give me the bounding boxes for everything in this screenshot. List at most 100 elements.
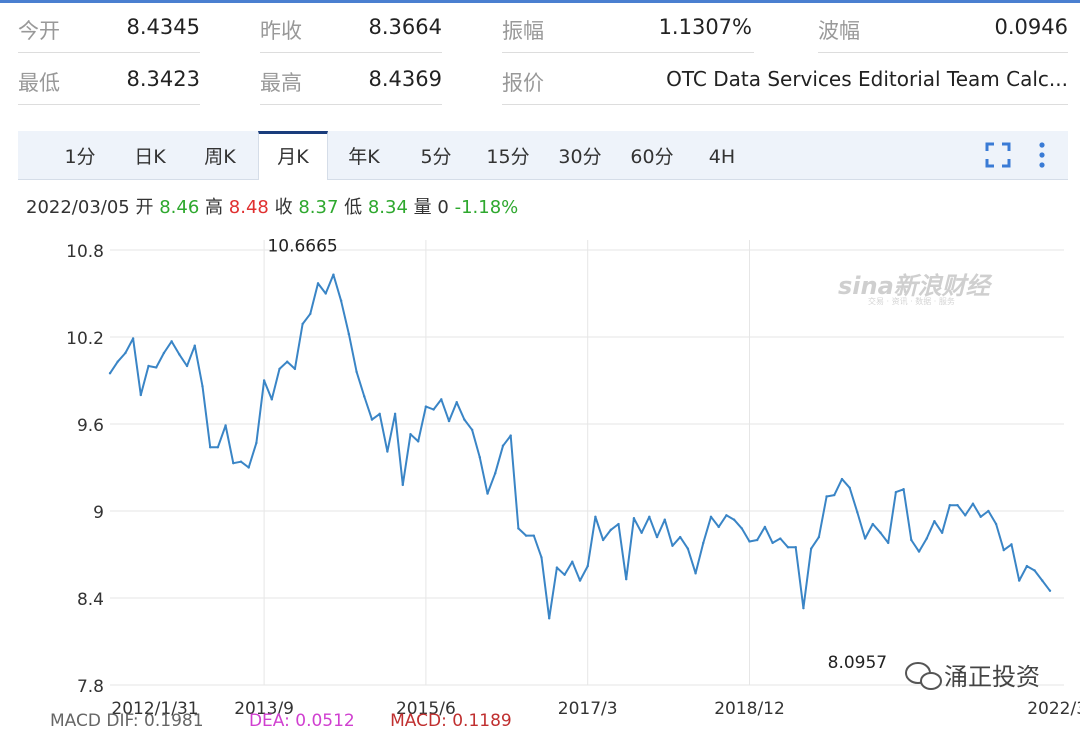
data-point — [447, 419, 451, 423]
range-value: 0.0946 — [994, 15, 1068, 39]
data-point — [116, 360, 119, 363]
macd-value: MACD: 0.1189 — [390, 711, 512, 731]
quote-source-label: 报价 — [502, 71, 544, 95]
data-point — [416, 440, 420, 443]
data-point — [509, 434, 512, 437]
y-tick-label: 10.8 — [66, 242, 104, 262]
range-label: 波幅 — [818, 19, 860, 43]
ohlc-change: -1.18% — [454, 197, 519, 218]
watermark-sub: 交易 · 资讯 · 数据 · 服务 — [868, 296, 955, 306]
y-tick-label: 9 — [93, 503, 104, 523]
data-point — [578, 579, 582, 582]
tab-5min[interactable]: 5分 — [420, 146, 452, 168]
data-point — [594, 515, 597, 518]
tab-60min[interactable]: 60分 — [630, 146, 674, 168]
data-point — [339, 299, 343, 302]
divider — [18, 104, 200, 105]
sina-watermark: sina新浪财经 交易 · 资讯 · 数据 · 服务 — [838, 272, 993, 306]
data-point — [1002, 548, 1005, 552]
ohlc-summary: 2022/03/05 开 8.46 高 8.48 收 8.37 低 8.34 量… — [26, 193, 518, 219]
data-point — [925, 537, 928, 540]
tab-daily[interactable]: 日K — [134, 146, 166, 168]
data-point — [1025, 564, 1029, 568]
data-point — [309, 312, 312, 315]
data-point — [663, 518, 666, 521]
data-point — [286, 360, 289, 363]
data-point — [216, 446, 220, 449]
data-point — [994, 522, 998, 526]
tab-15min[interactable]: 15分 — [486, 146, 530, 168]
tab-30min[interactable]: 30分 — [558, 146, 602, 168]
y-tick-label: 7.8 — [77, 677, 104, 697]
data-point — [717, 525, 720, 529]
data-point — [586, 564, 589, 568]
data-point — [124, 351, 127, 355]
volume-label: 量 — [413, 197, 432, 218]
data-point — [232, 461, 235, 465]
y-tick-label: 9.6 — [77, 416, 104, 436]
data-point — [979, 515, 982, 518]
data-point — [201, 385, 204, 388]
prev-close-value: 8.3664 — [368, 15, 442, 39]
data-point — [155, 366, 158, 369]
tab-monthly[interactable]: 月K — [258, 131, 328, 180]
data-point — [694, 572, 697, 575]
data-point — [609, 528, 613, 532]
y-tick-label: 8.4 — [77, 590, 104, 610]
data-point — [393, 412, 397, 416]
data-point — [1041, 579, 1044, 582]
data-point — [162, 351, 166, 355]
data-point — [470, 428, 474, 431]
close-label: 收 — [274, 197, 293, 218]
data-point — [748, 540, 751, 543]
data-point — [547, 617, 551, 620]
tab-1min[interactable]: 1分 — [64, 146, 96, 168]
tab-yearly[interactable]: 年K — [348, 146, 380, 168]
data-point — [702, 541, 705, 545]
ohlc-volume: 0 — [437, 197, 449, 218]
data-point — [540, 556, 543, 559]
wechat-account-name: 涌正投资 — [944, 663, 1040, 691]
data-point — [902, 488, 905, 491]
data-point — [571, 560, 574, 563]
data-point — [185, 364, 189, 368]
open-value: 8.4345 — [126, 15, 200, 39]
watermark-brand: sina新浪财经 — [838, 272, 993, 300]
data-point — [463, 418, 466, 421]
data-point — [139, 393, 143, 397]
data-point — [478, 456, 482, 459]
data-point — [1017, 579, 1021, 582]
data-point — [894, 490, 898, 494]
high-label: 高 — [205, 197, 224, 218]
data-point — [625, 577, 628, 581]
data-point — [347, 332, 351, 336]
data-point — [971, 502, 975, 505]
data-point — [1048, 589, 1052, 592]
data-point — [809, 547, 813, 550]
data-point — [324, 292, 327, 295]
data-point — [208, 446, 212, 449]
x-tick-label: 2012/1/31 — [111, 699, 198, 719]
quote-source-value: OTC Data Services Editorial Team Calc... — [666, 67, 1068, 91]
data-point — [617, 522, 620, 526]
data-point — [517, 527, 520, 530]
x-tick-label: 2013/9 — [234, 699, 294, 719]
data-point — [363, 395, 366, 398]
high-value: 8.4369 — [368, 67, 442, 91]
data-point — [825, 495, 828, 498]
data-point — [886, 541, 890, 545]
data-point — [486, 492, 489, 495]
tab-4h[interactable]: 4H — [708, 146, 736, 168]
more-vertical-icon[interactable] — [1032, 141, 1052, 173]
fullscreen-icon[interactable] — [984, 141, 1012, 173]
tab-weekly[interactable]: 周K — [204, 146, 236, 168]
data-point — [262, 379, 266, 382]
data-point — [987, 509, 990, 513]
data-point — [871, 522, 874, 526]
data-point — [440, 398, 443, 401]
data-point — [424, 405, 428, 408]
wechat-icon — [905, 662, 942, 690]
data-point — [255, 441, 258, 445]
data-point — [1010, 543, 1013, 546]
